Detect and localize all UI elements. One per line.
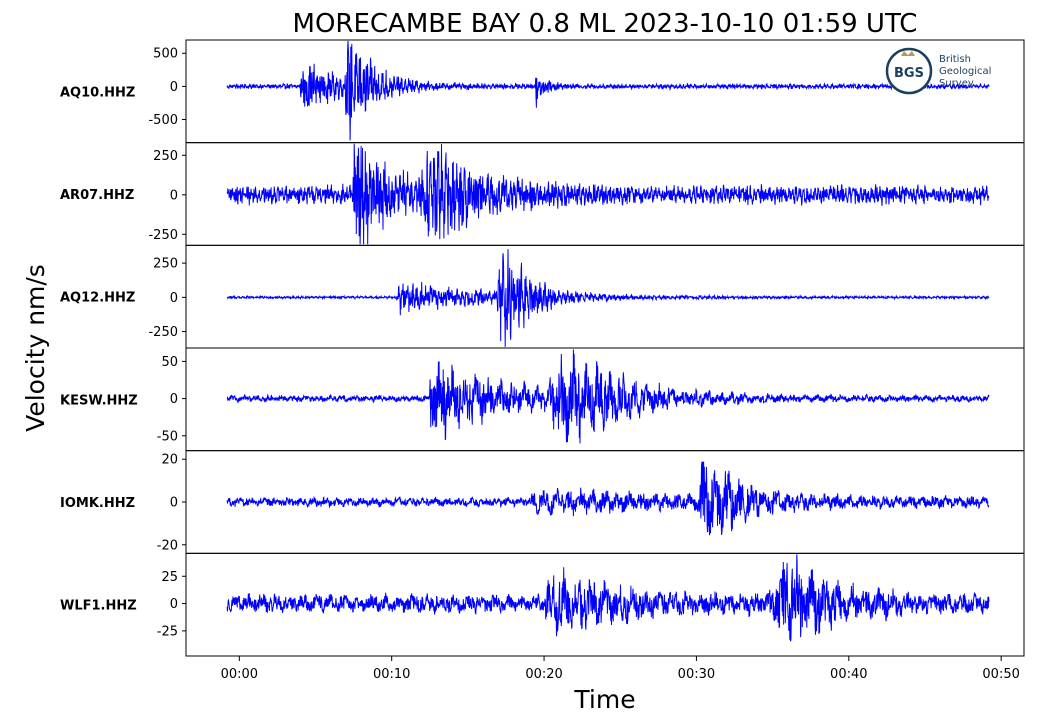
- y-tick-label: -25: [157, 624, 178, 639]
- y-tick-label: -250: [148, 228, 178, 243]
- x-tick-label: 00:50: [982, 667, 1019, 682]
- trace-panels: 5000-500AQ10.HHZ2500-250AR07.HHZ2500-250…: [60, 39, 1025, 657]
- y-tick-label: -500: [148, 113, 178, 128]
- panel-aq10-hhz: 500 0 -500 AQ10.HHZ: [60, 39, 1025, 144]
- bgs-logo-ring-icon: [885, 47, 933, 95]
- y-tick-label: -50: [157, 429, 178, 444]
- y-tick-label: 0: [170, 496, 178, 511]
- y-tick-label: -20: [157, 538, 178, 553]
- waveform-aq10-hhz: [226, 40, 990, 141]
- bgs-logo-line-2: Geological: [939, 66, 991, 77]
- panel-kesw-hhz: 50 0 -50 KESW.HHZ: [60, 347, 1025, 452]
- y-tick-label: 0: [170, 188, 178, 203]
- y-tick-label: 0: [170, 80, 178, 95]
- panel-frame: [185, 552, 1025, 657]
- panel-wlf1-hhz: 25 0 -25 WLF1.HHZ: [60, 552, 1025, 657]
- y-tick-label: 0: [170, 291, 178, 306]
- panel-iomk-hhz: 20 0 -20 IOMK.HHZ: [60, 450, 1025, 554]
- y-tick-label: 0: [170, 597, 178, 612]
- x-tick-label: 00:40: [830, 667, 867, 682]
- x-tick-label: 00:30: [678, 667, 715, 682]
- x-tick-label: 00:00: [221, 667, 258, 682]
- y-tick-label: 250: [153, 149, 178, 164]
- x-tick-label: 00:10: [373, 667, 410, 682]
- station-label: AQ10.HHZ: [60, 85, 135, 100]
- station-label: WLF1.HHZ: [60, 599, 137, 614]
- station-label: AR07.HHZ: [60, 188, 134, 203]
- waveform-iomk-hhz: [226, 461, 990, 536]
- waveform-kesw-hhz: [226, 349, 990, 444]
- y-tick-label: 500: [153, 47, 178, 62]
- y-tick-label: 0: [170, 392, 178, 407]
- bgs-logo-line-3: Survey: [939, 78, 974, 89]
- panel-ar07-hhz: 250 0 -250 AR07.HHZ: [60, 142, 1025, 246]
- crown-icon: [901, 51, 915, 56]
- chart-title: MORECAMBE BAY 0.8 ML 2023-10-10 01:59 UT…: [293, 9, 918, 39]
- y-tick-label: 250: [153, 257, 178, 272]
- station-label: KESW.HHZ: [60, 393, 138, 408]
- x-axis-label: Time: [573, 685, 635, 714]
- y-tick-label: -250: [148, 325, 178, 340]
- waveform-aq12-hhz: [227, 249, 990, 348]
- station-label: AQ12.HHZ: [60, 291, 135, 306]
- x-axis: 00:00 00:10 00:20 00:30 00:40 00:50: [221, 656, 1020, 682]
- y-tick-label: 25: [161, 570, 178, 585]
- station-label: IOMK.HHZ: [60, 496, 135, 511]
- panel-aq12-hhz: 250 0 -250 AQ12.HHZ: [60, 244, 1025, 349]
- bgs-logo: BGS British Geological Survey: [885, 47, 991, 95]
- bgs-logo-line-1: British: [939, 54, 971, 65]
- y-tick-label: 20: [161, 453, 178, 468]
- y-tick-label: 50: [161, 355, 178, 370]
- y-axis-label: Velocity nm/s: [21, 264, 50, 432]
- waveform-wlf1-hhz: [226, 554, 990, 642]
- waveform-ar07-hhz: [226, 143, 990, 245]
- x-tick-label: 00:20: [525, 667, 562, 682]
- bgs-logo-mark: BGS: [894, 66, 924, 81]
